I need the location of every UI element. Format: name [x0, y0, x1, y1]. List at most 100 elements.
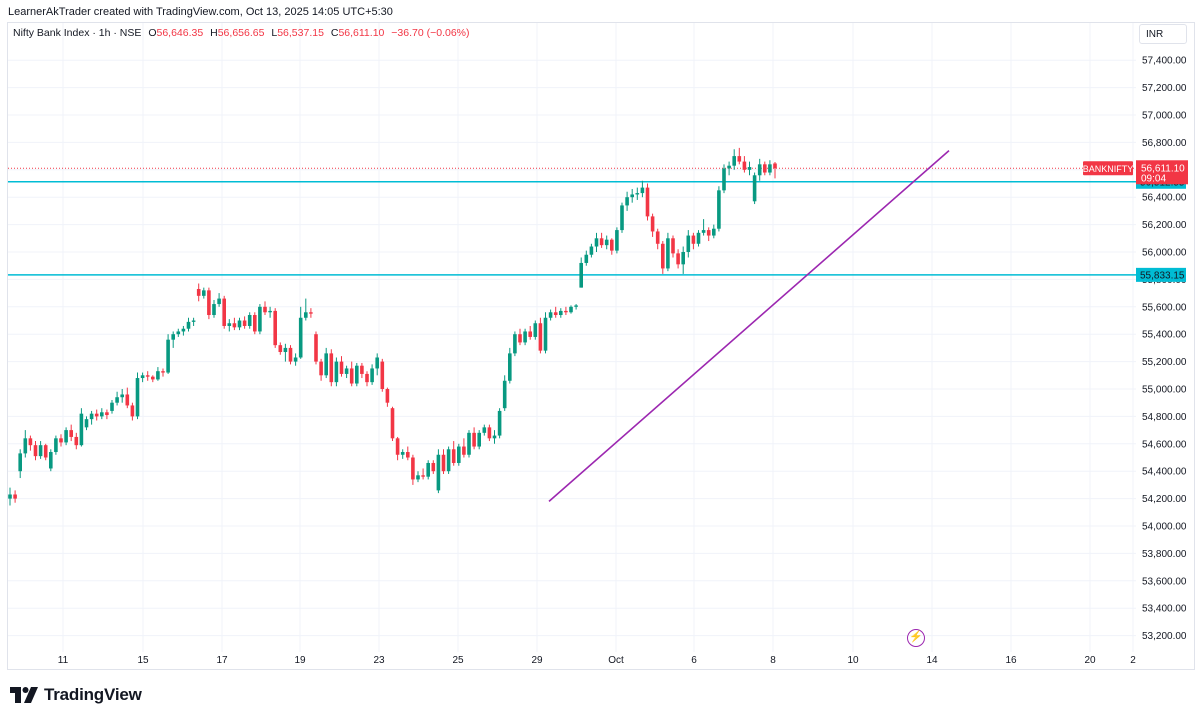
- candle-body: [156, 371, 160, 380]
- candle-body: [421, 475, 425, 477]
- candle-body: [293, 357, 298, 362]
- candle: [630, 188, 634, 203]
- candle-body: [324, 353, 328, 376]
- candle-body: [630, 194, 634, 198]
- y-tick-label: 57,000.00: [1142, 111, 1187, 122]
- candle: [151, 375, 155, 383]
- y-axis: 57,400.00 57,200.00 57,000.00 56,800.00 56,6…: [1142, 56, 1187, 642]
- candle-body: [349, 368, 354, 384]
- candle-body: [273, 310, 277, 346]
- candle-body: [773, 163, 777, 169]
- grid: [8, 23, 1136, 652]
- candle: [385, 387, 390, 407]
- candle-body: [482, 427, 487, 433]
- candle: [79, 408, 84, 447]
- y-tick-label: 54,200.00: [1142, 494, 1187, 505]
- candle-body: [635, 193, 640, 195]
- candle-body: [161, 371, 165, 373]
- candle: [207, 287, 211, 320]
- candle: [661, 241, 665, 274]
- candle: [717, 186, 721, 232]
- y-tick-label: 53,600.00: [1142, 576, 1187, 587]
- candle-body: [84, 419, 89, 428]
- y-tick-label: 53,800.00: [1142, 549, 1187, 560]
- candle-body: [502, 380, 507, 409]
- candle-body: [467, 432, 471, 455]
- candle: [84, 416, 89, 431]
- flash-icon[interactable]: ⚡: [907, 629, 925, 647]
- y-tick-label: 57,200.00: [1142, 83, 1187, 94]
- candle: [181, 325, 186, 336]
- y-tick-label: 56,400.00: [1142, 193, 1187, 204]
- candle-body: [171, 334, 175, 340]
- candle: [120, 389, 124, 403]
- candle: [635, 187, 640, 200]
- candle-body: [569, 306, 573, 313]
- candle: [334, 357, 339, 387]
- candle-body: [8, 494, 12, 499]
- candle-body: [538, 323, 543, 351]
- candle: [43, 443, 48, 461]
- x-tick-label: 16: [1005, 655, 1017, 666]
- change-value: −36.70 (−0.06%): [391, 27, 470, 39]
- trendline: [548, 150, 950, 502]
- candle: [727, 161, 731, 176]
- candle-body: [319, 361, 323, 376]
- candle: [94, 409, 99, 421]
- candle-body: [768, 164, 772, 173]
- candle-body: [604, 239, 609, 246]
- y-tick-label: 56,200.00: [1142, 220, 1187, 231]
- candle-body: [727, 165, 731, 169]
- candle-body: [258, 306, 262, 332]
- candle: [140, 372, 145, 383]
- candle-body: [212, 304, 216, 316]
- candle-body: [477, 432, 481, 447]
- candle: [441, 449, 446, 474]
- candle-body: [298, 317, 303, 358]
- y-tick-label: 55,600.00: [1142, 302, 1187, 313]
- candle-body: [329, 353, 334, 383]
- candle-body: [344, 368, 349, 374]
- candle-body: [59, 438, 63, 443]
- candle-body: [431, 462, 436, 472]
- y-tick-label: 54,800.00: [1142, 412, 1187, 423]
- candle-body: [451, 449, 456, 463]
- candle-body: [676, 253, 680, 265]
- y-tick-label: 54,400.00: [1142, 467, 1187, 478]
- candle: [156, 367, 160, 381]
- candle-body: [681, 252, 685, 265]
- candle: [59, 434, 63, 447]
- candle: [676, 249, 680, 269]
- symbol-info: Nifty Bank Index · 1h · NSE: [13, 27, 142, 39]
- candle-body: [89, 413, 94, 420]
- candle: [349, 361, 354, 387]
- candle-body: [645, 187, 650, 217]
- tradingview-logo: TradingView: [10, 684, 142, 706]
- candle: [64, 427, 68, 446]
- candle-body: [400, 452, 405, 455]
- candle: [421, 468, 425, 480]
- candle-body: [717, 190, 721, 229]
- candle: [355, 362, 359, 387]
- candle-body: [105, 412, 109, 416]
- candle: [589, 243, 594, 258]
- ohlc-legend: Nifty Bank Index · 1h · NSE O56,646.35 H…: [13, 27, 470, 39]
- candle: [513, 331, 517, 357]
- candle-body: [712, 228, 716, 236]
- candle-body: [120, 394, 124, 398]
- candle: [712, 224, 716, 239]
- candle-body: [666, 238, 670, 269]
- y-tick-label: 53,200.00: [1142, 631, 1187, 642]
- candle-body: [288, 347, 293, 362]
- y-tick-label: 55,400.00: [1142, 330, 1187, 341]
- candle-body: [191, 320, 196, 322]
- candle: [54, 435, 58, 455]
- candle-body: [309, 312, 313, 314]
- candle: [666, 232, 670, 272]
- currency-selector[interactable]: INR: [1139, 24, 1187, 44]
- x-tick-label: 2: [1130, 655, 1136, 666]
- candle: [451, 441, 456, 466]
- candle-body: [706, 230, 711, 236]
- candle: [686, 230, 691, 258]
